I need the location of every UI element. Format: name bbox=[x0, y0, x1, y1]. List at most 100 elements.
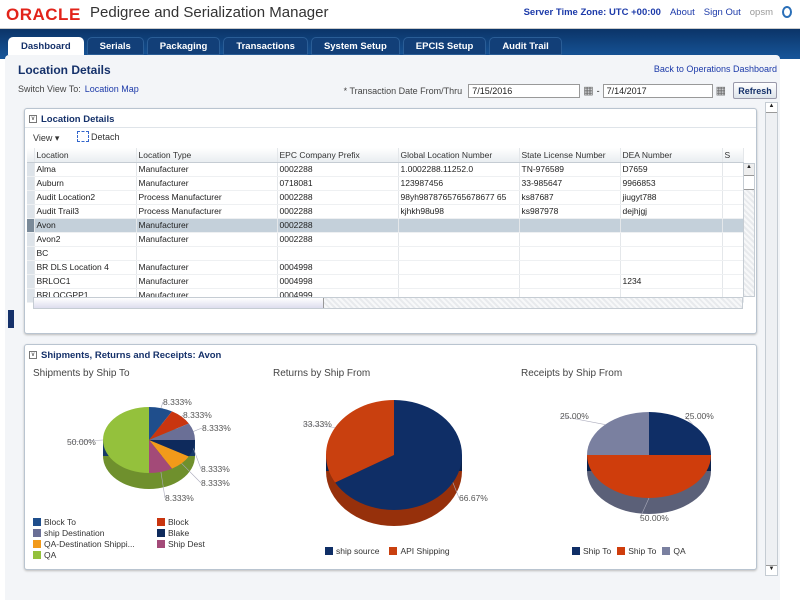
table-horizontal-scrollbar[interactable] bbox=[33, 297, 743, 309]
legend-label: QA-Destination Shippi... bbox=[44, 539, 135, 549]
table-cell: 0002288 bbox=[277, 162, 399, 177]
table-vertical-scrollbar[interactable]: ▲ bbox=[743, 163, 755, 297]
tab-packaging[interactable]: Packaging bbox=[146, 37, 221, 55]
tab-audit-trail[interactable]: Audit Trail bbox=[489, 37, 562, 55]
column-header[interactable]: State License Number bbox=[519, 148, 621, 163]
column-header[interactable]: DEA Number bbox=[620, 148, 723, 163]
calendar-icon[interactable]: ▦ bbox=[715, 85, 726, 97]
tab-serials[interactable]: Serials bbox=[86, 37, 144, 55]
date-to-input[interactable]: 7/14/2017 bbox=[602, 83, 713, 98]
table-row[interactable]: Auburn Manufacturer 0718081 123987456 33-985… bbox=[27, 176, 744, 191]
table-row[interactable]: BRLOC1 Manufacturer 0004998 1234 bbox=[27, 274, 744, 289]
tab-dashboard[interactable]: Dashboard bbox=[8, 37, 84, 55]
tab-system-setup[interactable]: System Setup bbox=[310, 37, 400, 55]
table-cell bbox=[722, 274, 744, 289]
row-selector[interactable] bbox=[27, 176, 35, 191]
tab-epcis-setup[interactable]: EPCIS Setup bbox=[402, 37, 487, 55]
table-cell: 0002288 bbox=[277, 218, 399, 233]
pie-slice[interactable] bbox=[325, 400, 394, 483]
date-filter: * Transaction Date From/Thru 7/15/2016 ▦… bbox=[344, 82, 777, 99]
table-cell bbox=[722, 204, 744, 219]
table-row[interactable]: BC bbox=[27, 246, 744, 261]
pie-slice[interactable] bbox=[335, 400, 462, 510]
label-leader bbox=[160, 401, 164, 409]
side-pane-toggle[interactable] bbox=[8, 310, 14, 328]
row-selector[interactable] bbox=[27, 274, 35, 289]
app-title: Pedigree and Serialization Manager bbox=[90, 4, 329, 21]
legend-returns: ship source API Shipping bbox=[325, 546, 450, 556]
legend-swatch bbox=[325, 547, 333, 555]
legend-swatch bbox=[157, 540, 165, 548]
legend-shipments: Block To Block ship Destination Blake QA-Des… bbox=[33, 517, 237, 560]
legend-item: Ship Dest bbox=[157, 539, 237, 549]
table-cell bbox=[398, 246, 520, 261]
collapse-icon[interactable]: v bbox=[29, 115, 37, 123]
collapse-icon[interactable]: v bbox=[29, 351, 37, 359]
pie-chart: 8.333% 8.333% 8.333% 8.333% 8.333% 8.333% 50.0… bbox=[66, 397, 231, 503]
column-header[interactable]: Global Location Number bbox=[398, 148, 520, 163]
column-header[interactable]: EPC Company Prefix bbox=[277, 148, 399, 163]
label-leader bbox=[181, 463, 202, 484]
pie-slice[interactable] bbox=[149, 407, 172, 440]
data-label: 8.333% bbox=[201, 478, 230, 488]
table-row[interactable]: Audit Location2 Process Manufacturer 00022… bbox=[27, 190, 744, 205]
detach-icon[interactable] bbox=[77, 131, 89, 142]
about-link[interactable]: About bbox=[669, 6, 695, 18]
user-icon[interactable] bbox=[782, 6, 792, 18]
data-label: 8.333% bbox=[202, 423, 231, 433]
row-selector[interactable] bbox=[27, 232, 35, 247]
pie-slice[interactable] bbox=[649, 412, 711, 455]
row-selector[interactable] bbox=[27, 162, 35, 177]
table-cell bbox=[277, 246, 399, 261]
legend-swatch bbox=[389, 547, 398, 555]
refresh-button[interactable]: Refresh bbox=[733, 82, 777, 99]
legend-swatch bbox=[157, 518, 165, 526]
sign-out-link[interactable]: Sign Out bbox=[703, 6, 741, 18]
table-row[interactable]: Alma Manufacturer 0002288 1.0002288.11252.0… bbox=[27, 162, 744, 177]
row-selector[interactable] bbox=[27, 204, 35, 219]
pie-slice[interactable] bbox=[149, 439, 195, 457]
table-cell: BC bbox=[34, 246, 137, 261]
row-selector[interactable] bbox=[27, 288, 35, 303]
location-map-link[interactable]: Location Map bbox=[84, 84, 139, 94]
pie-slice[interactable] bbox=[149, 440, 173, 473]
table-cell: kjhkh98u98 bbox=[398, 204, 520, 219]
row-selector[interactable] bbox=[27, 190, 35, 205]
tab-transactions[interactable]: Transactions bbox=[223, 37, 308, 55]
view-menu[interactable]: View ▾ bbox=[33, 133, 60, 143]
back-to-dashboard-link[interactable]: Back to Operations Dashboard bbox=[653, 64, 777, 74]
table-cell: BRLOC1 bbox=[34, 274, 137, 289]
legend-swatch bbox=[33, 529, 41, 537]
table-cell: Alma bbox=[34, 162, 137, 177]
pie-slice[interactable] bbox=[587, 412, 649, 455]
label-leader bbox=[66, 439, 104, 443]
column-header[interactable]: Location Type bbox=[136, 148, 278, 163]
table-row[interactable]: Avon2 Manufacturer 0002288 bbox=[27, 232, 744, 247]
row-selector[interactable] bbox=[27, 260, 35, 275]
oracle-logo: ORACLE bbox=[6, 5, 81, 24]
legend-swatch bbox=[617, 547, 626, 555]
table-row[interactable]: Audit Trail3 Process Manufacturer 0002288 k… bbox=[27, 204, 744, 219]
legend-item: ship Destination bbox=[33, 528, 157, 538]
chart-title: Shipments by Ship To bbox=[33, 368, 130, 379]
page-vertical-scrollbar[interactable]: ▲ ▼ bbox=[765, 102, 778, 576]
pie-slice[interactable] bbox=[587, 455, 711, 498]
column-header[interactable]: S bbox=[722, 148, 744, 163]
date-from-input[interactable]: 7/15/2016 bbox=[468, 83, 581, 98]
pie-slice[interactable] bbox=[149, 440, 189, 469]
row-selector[interactable] bbox=[27, 218, 35, 233]
chart-title: Receipts by Ship From bbox=[521, 368, 623, 379]
pie-slice[interactable] bbox=[103, 407, 150, 473]
table-row[interactable]: BR DLS Location 4 Manufacturer 0004998 bbox=[27, 260, 744, 275]
detach-button[interactable]: Detach bbox=[91, 132, 120, 142]
table-cell bbox=[398, 232, 520, 247]
row-selector[interactable] bbox=[27, 246, 35, 261]
table-cell bbox=[722, 218, 744, 233]
calendar-icon[interactable]: ▦ bbox=[583, 85, 594, 97]
table-row[interactable]: Avon Manufacturer 0002288 bbox=[27, 218, 744, 233]
pie-slice[interactable] bbox=[149, 423, 195, 440]
column-header[interactable]: Location bbox=[34, 148, 137, 163]
pie-slice[interactable] bbox=[149, 411, 189, 440]
legend-item: Block bbox=[157, 517, 237, 527]
table-cell bbox=[519, 246, 621, 261]
